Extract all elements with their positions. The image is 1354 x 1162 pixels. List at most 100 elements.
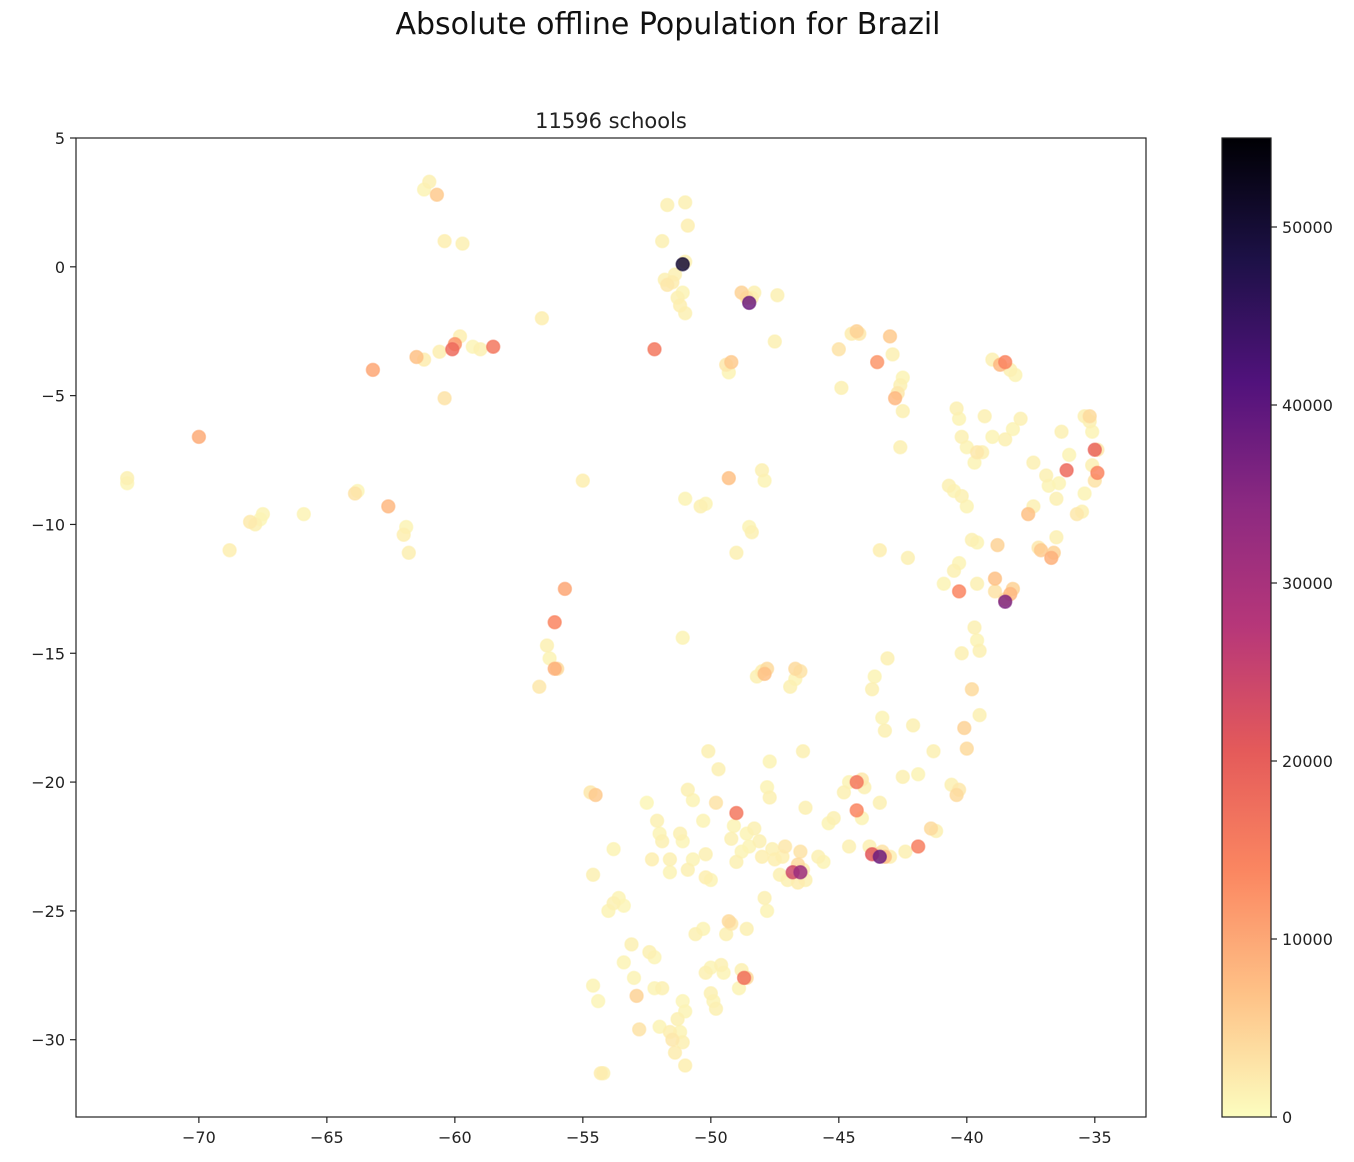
scatter-point-156 bbox=[759, 903, 775, 919]
scatter-point-15 bbox=[401, 545, 417, 561]
scatter-point-213 bbox=[882, 329, 898, 344]
scatter-point-290 bbox=[1061, 447, 1077, 463]
scatter-point-51 bbox=[606, 841, 621, 857]
scatter-point-206 bbox=[867, 669, 882, 684]
scatter-point-119 bbox=[721, 913, 737, 929]
scatter-point-13 bbox=[396, 527, 411, 543]
scatter-point-31 bbox=[534, 311, 550, 326]
colorbar-tick-label: 30000 bbox=[1282, 574, 1333, 593]
scatter-point-27 bbox=[455, 236, 470, 251]
scatter-point-48 bbox=[606, 895, 621, 911]
scatter-point-244 bbox=[954, 429, 969, 445]
scatter-point-94 bbox=[680, 218, 696, 233]
scatter-point-114 bbox=[708, 1001, 724, 1017]
scatter-point-101 bbox=[688, 926, 703, 942]
scatter-point-79 bbox=[670, 1011, 685, 1027]
scatter-point-193 bbox=[849, 774, 864, 790]
scatter-point-65 bbox=[654, 980, 670, 996]
y-tick-label: −15 bbox=[31, 644, 65, 663]
scatter-point-293 bbox=[1077, 486, 1092, 501]
scatter-point-106 bbox=[698, 846, 713, 862]
scatter-point-33 bbox=[539, 638, 555, 653]
scatter-point-82 bbox=[677, 1058, 693, 1073]
scatter-point-273 bbox=[997, 432, 1013, 447]
scatter-point-4 bbox=[242, 514, 258, 530]
scatter-point-53 bbox=[624, 937, 639, 952]
scatter-point-227 bbox=[923, 821, 939, 836]
scatter-point-259 bbox=[977, 408, 992, 424]
scatter-point-105 bbox=[695, 813, 711, 828]
scatter-point-43 bbox=[585, 978, 601, 993]
scatter-point-56 bbox=[631, 1022, 647, 1037]
scatter-point-126 bbox=[724, 831, 739, 847]
y-tick-label: 5 bbox=[55, 129, 65, 148]
scatter-point-222 bbox=[898, 844, 913, 859]
colorbar-axis: 0 10000 20000 30000 40000 50000 bbox=[1271, 218, 1333, 1127]
scatter-point-32 bbox=[532, 679, 547, 695]
scatter-point-107 bbox=[698, 870, 713, 885]
scatter-point-39 bbox=[575, 473, 591, 488]
scatter-point-58 bbox=[642, 944, 657, 960]
scatter-point-129 bbox=[729, 805, 744, 821]
scatter-point-224 bbox=[900, 550, 916, 566]
scatter-point-125 bbox=[721, 470, 737, 486]
scatter-point-141 bbox=[739, 921, 754, 937]
x-tick-label: −70 bbox=[182, 1128, 216, 1147]
y-tick-label: −10 bbox=[31, 515, 65, 534]
scatter-point-12 bbox=[381, 499, 396, 514]
scatter-point-207 bbox=[872, 542, 888, 558]
scatter-point-181 bbox=[811, 849, 826, 865]
scatter-point-221 bbox=[895, 769, 911, 785]
x-axis: −70 −65 −60 −55 −50 −45 −40 −35 bbox=[182, 1117, 1112, 1147]
scatter-point-41 bbox=[588, 787, 603, 803]
scatter-point-287 bbox=[1051, 475, 1067, 491]
scatter-point-239 bbox=[954, 646, 969, 661]
scatter-point-127 bbox=[726, 818, 742, 834]
scatter-point-111 bbox=[701, 743, 716, 759]
y-tick-label: −20 bbox=[31, 773, 65, 792]
scatter-point-54 bbox=[626, 970, 642, 986]
scatter-point-45 bbox=[593, 1065, 609, 1081]
colorbar-tick-label: 20000 bbox=[1282, 752, 1333, 771]
scatter-point-162 bbox=[767, 334, 783, 349]
scatter-point-131 bbox=[729, 854, 744, 870]
scatter-point-189 bbox=[841, 839, 857, 854]
scatter-point-168 bbox=[782, 679, 798, 695]
scatter-point-225 bbox=[905, 718, 921, 733]
scatter-point-254 bbox=[969, 576, 985, 591]
scatter-point-205 bbox=[864, 682, 880, 697]
scatter-point-288 bbox=[1054, 424, 1069, 439]
scatter-point-276 bbox=[1020, 506, 1036, 522]
scatter-point-85 bbox=[672, 826, 688, 841]
scatter-point-229 bbox=[926, 743, 941, 759]
scatter-point-19 bbox=[422, 174, 437, 190]
colorbar-frame bbox=[1221, 137, 1272, 1118]
scatter-point-20 bbox=[429, 187, 445, 202]
scatter-point-159 bbox=[762, 754, 777, 769]
scatter-point-223 bbox=[910, 839, 926, 854]
scatter-point-146 bbox=[747, 821, 762, 836]
scatter-point-76 bbox=[662, 865, 678, 880]
scatter-point-44 bbox=[590, 993, 606, 1009]
scatter-point-70 bbox=[660, 197, 675, 213]
scatter-point-0 bbox=[119, 470, 135, 486]
scatter-point-209 bbox=[872, 795, 888, 810]
plot-frame bbox=[75, 137, 1147, 1118]
scatter-point-97 bbox=[680, 782, 696, 798]
scatter-point-233 bbox=[946, 563, 962, 579]
colorbar bbox=[1222, 138, 1271, 1117]
scatter-point-180 bbox=[798, 800, 813, 816]
scatter-point-270 bbox=[997, 354, 1013, 370]
x-tick-label: −50 bbox=[694, 1128, 728, 1147]
scatter-point-112 bbox=[703, 986, 719, 1001]
scatter-point-220 bbox=[893, 439, 908, 455]
scatter-point-153 bbox=[752, 834, 767, 849]
scatter-points bbox=[119, 174, 1105, 1081]
scatter-point-241 bbox=[959, 741, 975, 756]
colorbar-tick-label: 40000 bbox=[1282, 396, 1333, 415]
scatter-point-7 bbox=[255, 506, 271, 522]
y-tick-label: −30 bbox=[31, 1031, 65, 1050]
scatter-point-214 bbox=[885, 347, 900, 362]
scatter-point-298 bbox=[1087, 442, 1103, 457]
scatter-point-151 bbox=[754, 463, 770, 478]
